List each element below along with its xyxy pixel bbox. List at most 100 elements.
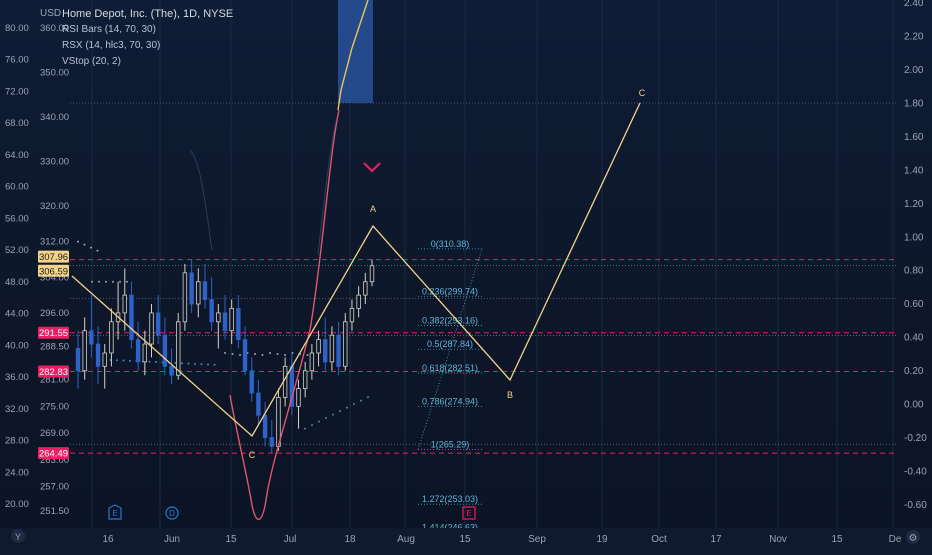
vstop-dot: [231, 352, 234, 355]
vstop-dot: [77, 240, 79, 243]
candle-body: [95, 343, 101, 367]
candle-body: [209, 299, 214, 323]
vstop-dot: [318, 420, 320, 423]
price-axis-tick: 269.00: [40, 428, 69, 439]
price-axis-tick: 340.00: [40, 112, 69, 123]
vstop-dot: [332, 413, 334, 416]
price-tag-p2: [38, 264, 69, 277]
candle-body: [256, 392, 261, 416]
time-tick-label: 19: [596, 534, 608, 545]
vstop-dot: [200, 363, 203, 366]
timezone-icon-label: Y: [15, 532, 21, 542]
right-axis-tick: 0.40: [904, 333, 924, 344]
price-axis-tick: 281.00: [40, 375, 69, 386]
indicator-vstop[interactable]: VStop (20, 2): [62, 56, 121, 67]
wave-label-a: A: [370, 204, 376, 214]
time-tick-label: Aug: [397, 534, 415, 545]
rsx-line-upper: [337, 0, 369, 111]
candle-body: [176, 321, 181, 376]
event-marker-d: [165, 506, 179, 520]
right-axis-tick: 0.80: [904, 266, 924, 277]
candle-body: [323, 339, 328, 363]
vstop-dot: [360, 399, 362, 402]
time-tick-label: Nov: [769, 534, 787, 545]
settings-icon-glyph: ⚙: [909, 533, 918, 544]
candle-body: [242, 339, 248, 372]
osc-axis-tick: 24.00: [5, 467, 29, 478]
vstop-dot: [353, 403, 355, 406]
vstop-dot: [122, 359, 125, 362]
right-axis-tick: 1.40: [904, 165, 924, 176]
candle-body: [142, 343, 148, 363]
vstop-dot: [311, 424, 313, 427]
fib-level-label: 0.5(287.84): [427, 339, 473, 349]
candle-body: [269, 437, 274, 447]
vstop-dot: [224, 351, 226, 354]
candle-body: [149, 312, 154, 345]
vstop-dot: [261, 353, 264, 356]
vstop-dot: [174, 361, 177, 364]
osc-axis-tick: 64.00: [5, 150, 29, 161]
right-axis-tick: -0.60: [904, 500, 927, 511]
right-axis-tick: 1.80: [904, 98, 924, 109]
fib-level-label: 1(265.29): [431, 440, 470, 450]
candle-body: [135, 339, 141, 363]
candle-body: [196, 281, 201, 305]
vstop-dot: [213, 363, 216, 366]
right-axis-tick: 1.00: [904, 232, 924, 243]
rsx-line: [229, 109, 340, 521]
fib-level-label: 1.414(246.63): [422, 523, 478, 533]
vstop-dot: [96, 249, 99, 252]
price-tag-label: 291.55: [39, 328, 68, 339]
indicator-rsi-bars[interactable]: RSI Bars (14, 70, 30): [62, 24, 156, 35]
event-marker-e2: [462, 506, 476, 520]
vstop-dot: [126, 280, 128, 283]
time-tick-label: 15: [459, 534, 471, 545]
vstop-dot: [116, 359, 118, 362]
vstop-dot: [98, 280, 100, 283]
rsi-zone-box: [338, 0, 373, 103]
osc-axis-tick: 32.00: [5, 404, 29, 415]
candle-body: [343, 321, 348, 367]
wave-path: [71, 102, 641, 438]
fib-level-label: 0.786(274.94): [422, 397, 478, 407]
candle-body: [89, 330, 94, 345]
fib-level-label: 1.272(253.03): [422, 494, 478, 504]
price-tag-label: 282.83: [39, 367, 68, 378]
vstop-dot: [181, 362, 183, 365]
osc-axis-tick: 56.00: [5, 213, 29, 224]
time-tick-label: Jun: [164, 534, 180, 545]
candle-body: [363, 281, 368, 296]
vstop-dot: [284, 353, 286, 356]
price-axis-tick: 304.00: [40, 272, 69, 283]
candle-body: [129, 294, 134, 341]
osc-axis-tick: 28.00: [5, 436, 29, 447]
candle-body: [122, 294, 127, 314]
candle-body: [329, 334, 335, 363]
time-tick-label: De: [889, 534, 902, 545]
event-marker-label: E: [112, 509, 117, 518]
right-axis-tick: 1.60: [904, 132, 924, 143]
candle-body: [109, 321, 114, 354]
price-tag-label: 264.49: [39, 449, 68, 460]
indicator-rsx[interactable]: RSX (14, hlc3, 70, 30): [62, 40, 161, 51]
vstop-dot: [339, 410, 341, 413]
price-tag-label: 306.59: [39, 266, 68, 277]
rsx-shadow-line: [317, 119, 337, 256]
candle-body: [356, 294, 361, 309]
right-axis-tick: 2.00: [904, 65, 924, 76]
price-axis-tick: 330.00: [40, 157, 69, 168]
candle-body: [302, 370, 308, 389]
candle-body: [216, 312, 221, 323]
vstop-dot: [129, 359, 131, 362]
osc-axis-tick: 48.00: [5, 277, 29, 288]
osc-axis-tick: 76.00: [5, 55, 29, 66]
time-tick-label: Jul: [284, 534, 297, 545]
osc-axis-tick: 68.00: [5, 118, 29, 129]
candle-body: [309, 352, 315, 372]
price-tag-p5: [38, 447, 69, 460]
symbol-title[interactable]: Home Depot, Inc. (The), 1D, NYSE: [62, 8, 234, 20]
vstop-dot: [187, 362, 190, 365]
osc-axis-tick: 60.00: [5, 182, 29, 193]
